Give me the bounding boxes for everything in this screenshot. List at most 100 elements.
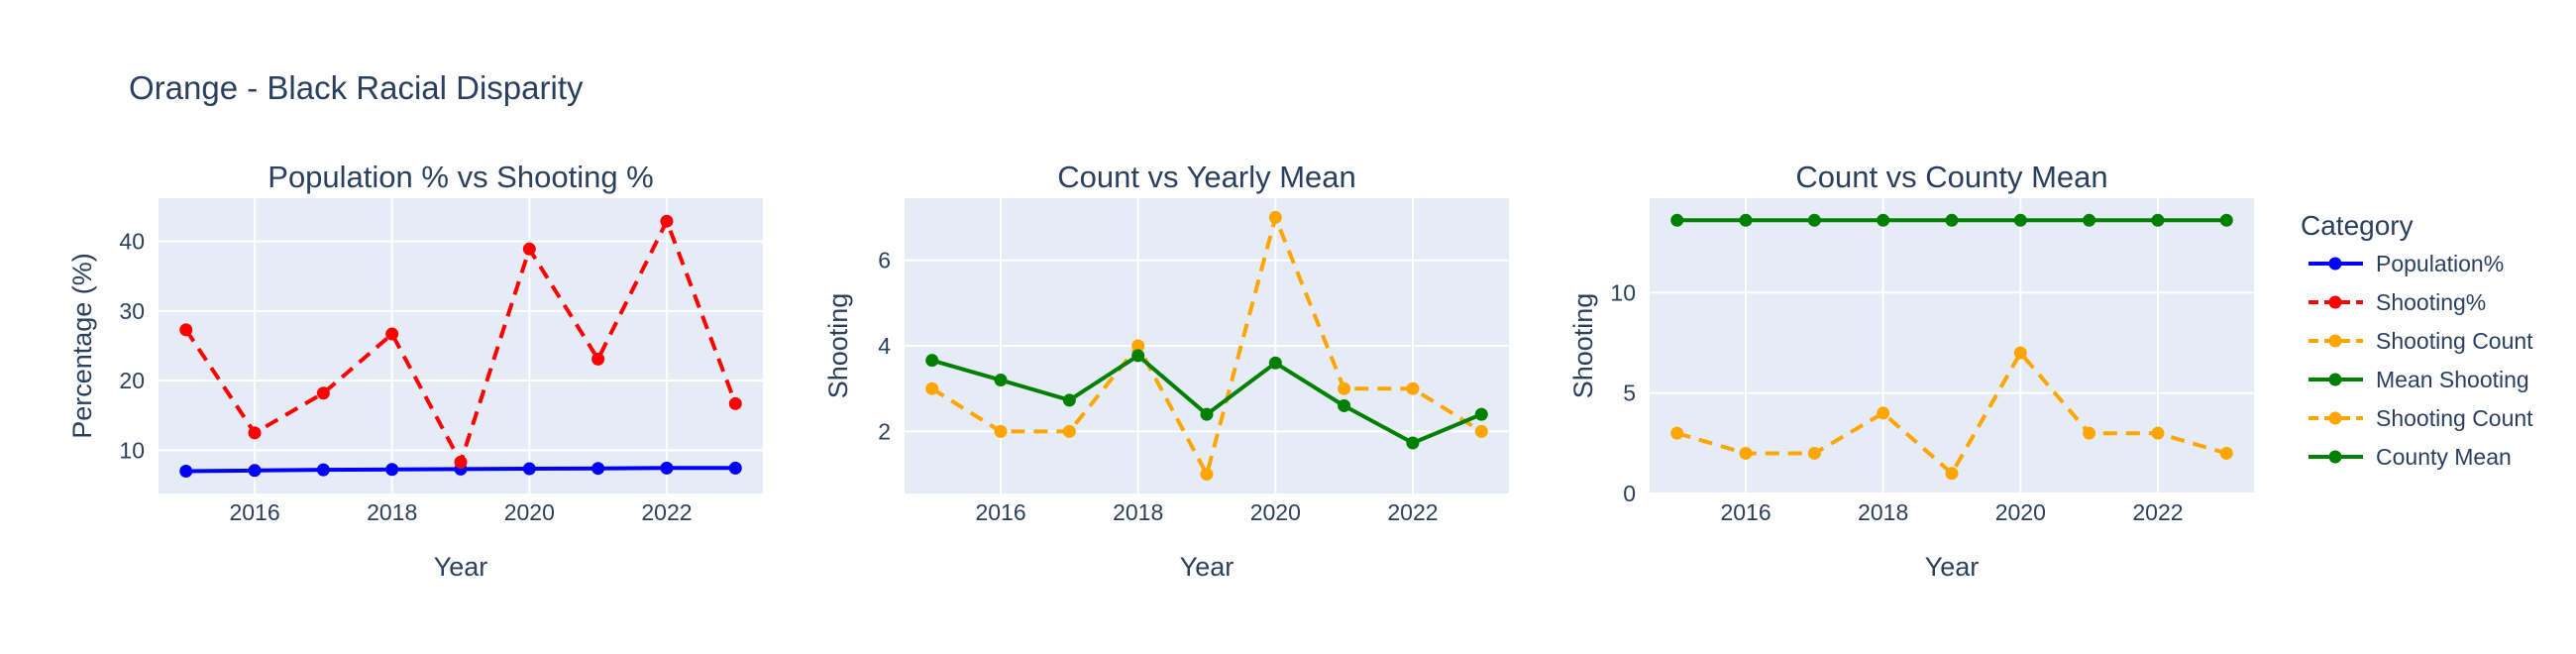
data-point <box>1406 436 1420 450</box>
data-point <box>1338 382 1351 395</box>
data-point <box>2013 213 2027 227</box>
panel-1: 2016 2018 2020 2022 10 20 30 40 Population % vs … <box>67 160 763 582</box>
legend-marker <box>2328 450 2342 464</box>
data-point <box>994 374 1008 387</box>
panel-3: 2016 2018 2020 2022 0 5 10 Count vs County Mean… <box>1568 160 2254 582</box>
legend-marker <box>2328 295 2342 309</box>
x-axis-label: Year <box>1180 552 1234 582</box>
data-point <box>1807 213 1821 227</box>
data-point <box>1945 467 1959 481</box>
legend-item[interactable]: Mean Shooting <box>2308 367 2529 392</box>
y-axis-label: Percentage (%) <box>67 253 97 439</box>
data-point <box>591 352 605 366</box>
data-point <box>179 323 193 337</box>
legend-marker <box>2328 373 2342 386</box>
legend-item[interactable]: County Mean <box>2308 444 2512 470</box>
y-tick-label: 6 <box>878 248 891 273</box>
legend-title: Category <box>2301 210 2414 241</box>
data-point <box>1877 213 1890 227</box>
legend-label: Mean Shooting <box>2376 367 2529 392</box>
data-point <box>1739 446 1753 460</box>
data-point <box>1474 424 1488 438</box>
series-line-1 <box>930 215 1483 477</box>
data-point <box>1131 349 1145 363</box>
panel-title: Population % vs Shooting % <box>268 160 653 194</box>
data-point <box>1877 406 1890 420</box>
x-tick-label: 2018 <box>1113 499 1163 525</box>
y-axis-label: Shooting <box>1568 293 1598 399</box>
y-tick-label: 30 <box>119 298 145 324</box>
panel-title: Count vs Yearly Mean <box>1057 160 1356 194</box>
panel-title: Count vs County Mean <box>1795 160 2107 194</box>
data-point <box>660 461 674 475</box>
data-point <box>1062 424 1076 438</box>
data-point <box>728 461 742 475</box>
y-tick-label: 20 <box>119 368 145 393</box>
x-tick-label: 2022 <box>641 499 692 525</box>
x-tick-label: 2022 <box>1387 499 1438 525</box>
data-point <box>1200 468 1214 482</box>
legend-item[interactable]: Shooting Count <box>2308 405 2533 431</box>
data-point <box>2013 346 2027 360</box>
x-tick-label: 2018 <box>1858 499 1908 525</box>
data-point <box>728 396 742 410</box>
data-point <box>385 463 399 477</box>
data-point <box>994 424 1008 438</box>
legend-label: Shooting Count <box>2376 328 2533 354</box>
legend-marker <box>2328 257 2342 271</box>
data-point <box>179 465 193 479</box>
x-tick-label: 2022 <box>2132 499 2183 525</box>
x-tick-label: 2016 <box>975 499 1025 525</box>
y-tick-label: 10 <box>119 437 145 463</box>
data-point <box>248 464 262 478</box>
legend-label: Shooting Count <box>2376 405 2533 431</box>
data-point <box>1268 210 1282 224</box>
legend-label: Shooting% <box>2376 289 2486 315</box>
legend-item[interactable]: Shooting% <box>2308 289 2486 315</box>
x-tick-label: 2020 <box>1250 499 1301 525</box>
legend-marker <box>2328 334 2342 348</box>
x-tick-label: 2020 <box>504 499 555 525</box>
data-point <box>2083 426 2096 440</box>
y-tick-label: 4 <box>878 333 891 359</box>
data-point <box>1062 393 1076 407</box>
series-line-1 <box>1676 351 2227 476</box>
data-point <box>1338 398 1351 412</box>
data-point <box>1739 213 1753 227</box>
plot-area <box>159 198 763 493</box>
data-point <box>1670 213 1684 227</box>
x-axis-label: Year <box>1925 552 1980 582</box>
y-tick-label: 40 <box>119 229 145 255</box>
legend-item[interactable]: Shooting Count <box>2308 328 2533 354</box>
data-point <box>248 426 262 440</box>
data-point <box>1807 446 1821 460</box>
legend-marker <box>2328 411 2342 425</box>
data-point <box>591 462 605 476</box>
data-point <box>522 462 536 476</box>
data-point <box>1268 356 1282 370</box>
data-point <box>385 327 399 341</box>
panel-2: 2016 2018 2020 2022 2 4 6 Count vs Yearly Mean Y… <box>823 160 1509 582</box>
data-point <box>925 382 939 395</box>
legend-label: County Mean <box>2376 444 2512 470</box>
figure-title: Orange - Black Racial Disparity <box>129 69 584 106</box>
data-point <box>316 463 330 477</box>
data-point <box>522 242 536 256</box>
data-point <box>2083 213 2096 227</box>
data-point <box>1406 382 1420 395</box>
data-point <box>2151 426 2165 440</box>
data-point <box>925 354 939 368</box>
y-tick-label: 0 <box>1623 481 1636 506</box>
y-tick-label: 10 <box>1610 279 1636 305</box>
data-point <box>316 386 330 400</box>
data-point <box>2219 213 2233 227</box>
x-axis-label: Year <box>434 552 488 582</box>
legend-item[interactable]: Population% <box>2308 251 2504 276</box>
x-tick-label: 2016 <box>229 499 279 525</box>
data-point <box>2219 446 2233 460</box>
legend: Category Population% Shooting% Shooting Cou… <box>2301 210 2533 470</box>
y-tick-label: 5 <box>1623 381 1636 406</box>
data-point <box>1200 407 1214 421</box>
